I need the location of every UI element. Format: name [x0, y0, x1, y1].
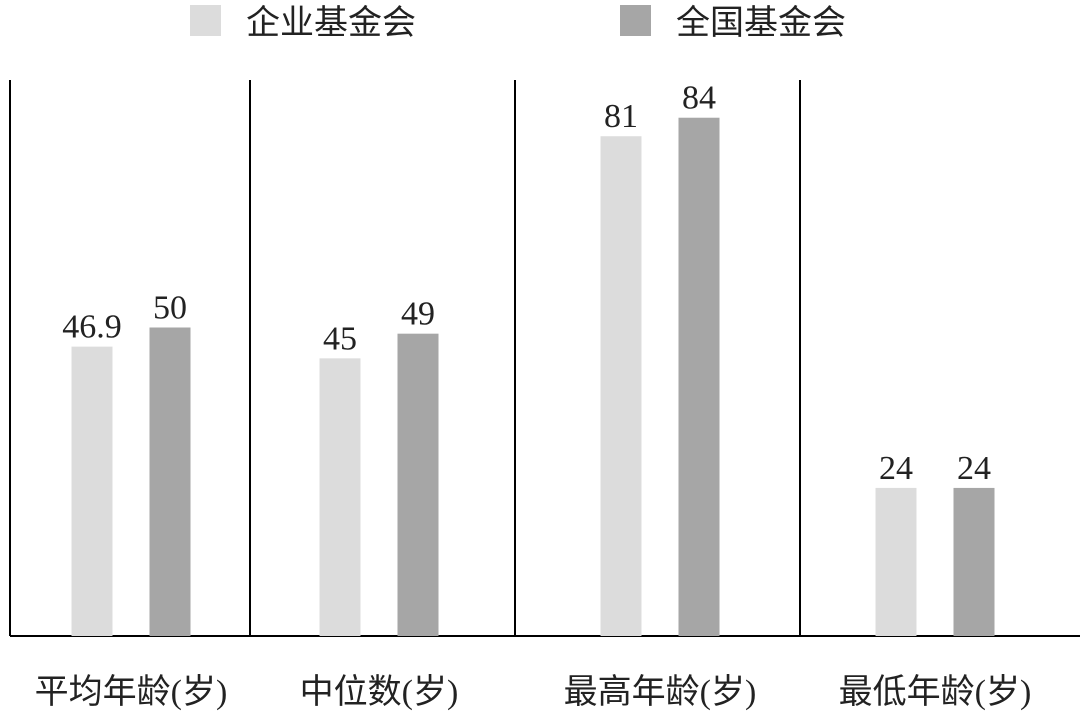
value-label: 49: [401, 296, 435, 333]
legend-label: 企业基金会: [246, 4, 416, 42]
x-tick-label: 平均年龄(岁): [35, 673, 228, 711]
value-label: 46.9: [62, 309, 122, 346]
bar: [149, 327, 191, 636]
bar: [875, 487, 917, 636]
value-label: 84: [682, 80, 716, 117]
value-label: 24: [957, 450, 991, 487]
legend-swatch: [620, 5, 651, 36]
value-label: 50: [153, 290, 187, 327]
value-label: 81: [604, 98, 638, 135]
bar: [397, 333, 439, 636]
bar: [319, 358, 361, 636]
bar: [71, 346, 113, 636]
x-tick-label: 最低年龄(岁): [839, 673, 1032, 711]
x-tick-label: 中位数(岁): [300, 673, 459, 711]
bar: [953, 487, 995, 636]
legend-label: 全国基金会: [676, 4, 846, 42]
legend-swatch: [190, 5, 221, 36]
value-label: 45: [323, 320, 357, 357]
bar: [600, 136, 642, 637]
bar: [678, 117, 720, 637]
value-label: 24: [879, 450, 913, 487]
x-tick-label: 最高年龄(岁): [564, 673, 757, 711]
